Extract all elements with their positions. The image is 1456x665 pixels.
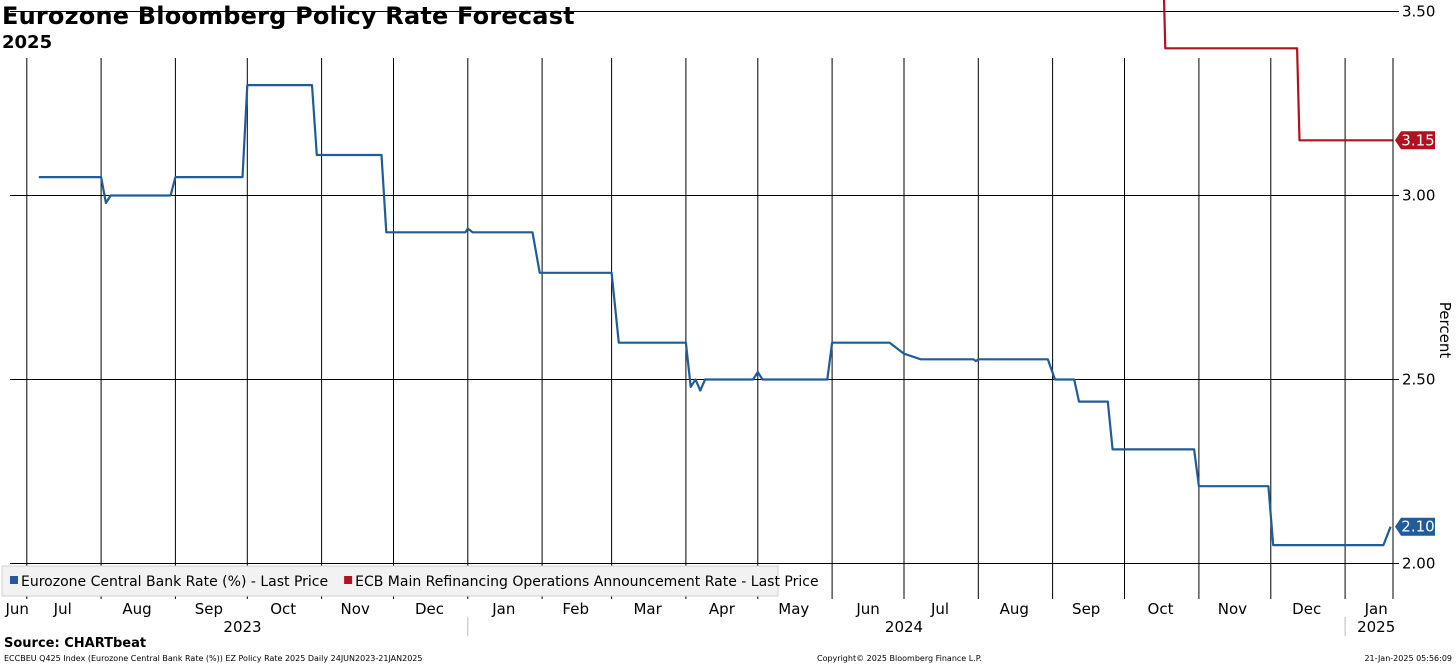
x-tick-label: Aug [1000, 600, 1029, 618]
y-tick-label: 3.50 [1402, 3, 1435, 21]
x-tick-label: Mar [633, 600, 662, 618]
footer-source: Source: CHARTbeat [4, 636, 147, 651]
series-line-1 [38, 83, 1392, 547]
last-value-label-1: 2.10 [1401, 518, 1434, 536]
y-tick-label: 2.50 [1402, 371, 1435, 389]
footer-copyright: Copyright© 2025 Bloomberg Finance L.P. [817, 654, 982, 663]
y-axis-label: Percent [1436, 302, 1454, 359]
chart-subtitle: 2025 [2, 32, 53, 53]
x-tick-label: May [778, 600, 809, 618]
legend-box [1, 565, 779, 597]
legend-swatch-2 [344, 576, 353, 584]
x-year-label: 2023 [223, 618, 261, 636]
x-tick-label: Oct [270, 600, 296, 618]
last-value-badge-1 [1395, 517, 1435, 536]
x-tick-label: Jun [4, 600, 28, 618]
footer-index-info: ECCBEU Q425 Index (Eurozone Central Bank… [4, 654, 423, 663]
legend-swatch-1 [10, 576, 18, 584]
y-tick-label: 2.00 [1402, 555, 1435, 573]
x-tick-label: Oct [1148, 600, 1174, 618]
x-tick-label: Sep [195, 600, 223, 618]
x-tick-label: Feb [562, 600, 589, 618]
x-tick-label: Nov [1218, 600, 1247, 618]
footer-timestamp: 21-Jan-2025 05:56:09 [1364, 654, 1452, 663]
last-value-label-2: 3.15 [1401, 131, 1434, 149]
x-tick-label: Dec [415, 600, 444, 618]
y-tick-label: 3.00 [1402, 187, 1435, 205]
x-tick-label: Jun [855, 600, 879, 618]
legend-label-2: ECB Main Refinancing Operations Announce… [355, 574, 818, 590]
x-tick-label: Jul [930, 600, 949, 618]
x-tick-label: Aug [122, 600, 151, 618]
x-year-label: 2025 [1357, 618, 1395, 636]
x-tick-label: Apr [709, 600, 736, 618]
legend-label-1: Eurozone Central Bank Rate (%) - Last Pr… [21, 574, 328, 590]
x-tick-label: Sep [1072, 600, 1100, 618]
last-value-badge-2 [1395, 131, 1435, 150]
chart-title: Eurozone Bloomberg Policy Rate Forecast [2, 2, 575, 30]
x-tick-label: Dec [1292, 600, 1321, 618]
series-layer: 2.10 3.15 [38, 0, 1435, 547]
grid [10, 11, 1393, 599]
series-line-2 [1162, 0, 1393, 142]
x-tick-label: Jan [1364, 600, 1388, 618]
axes: 2.002.503.003.504.004.50PercentJunJulAug… [4, 3, 1454, 636]
x-year-label: 2024 [885, 618, 923, 636]
x-tick-label: Jul [53, 600, 72, 618]
x-tick-label: Nov [341, 600, 370, 618]
x-tick-label: Jan [491, 600, 515, 618]
legend: Eurozone Central Bank Rate (%) - Last Pr… [1, 565, 819, 597]
